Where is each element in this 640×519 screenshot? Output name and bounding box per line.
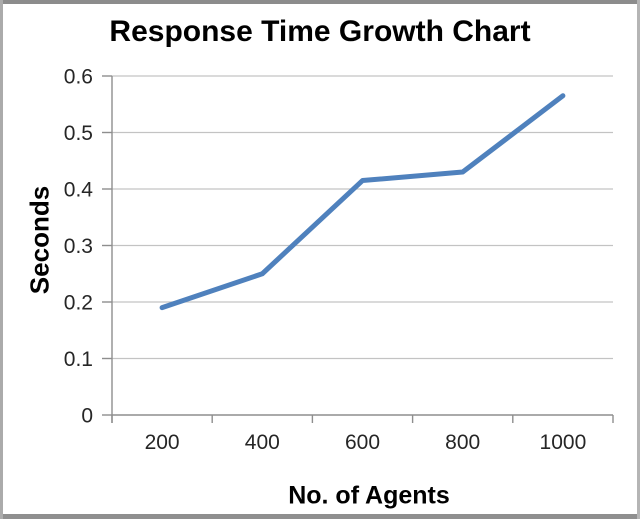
y-tick-label: 0	[81, 405, 93, 428]
y-tick-label: 0.6	[64, 66, 93, 89]
window-border-right	[637, 0, 640, 519]
y-tick-label: 0.5	[64, 122, 93, 145]
x-axis-title: No. of Agents	[288, 481, 450, 510]
response-time-series-line	[159, 93, 566, 311]
y-tick-label: 0.1	[64, 348, 93, 371]
window-border-bottom	[0, 514, 640, 519]
x-tick-label: 1000	[540, 431, 587, 454]
x-tick-label: 800	[445, 431, 480, 454]
x-tick-label: 400	[245, 431, 280, 454]
y-axis-title: Seconds	[24, 185, 55, 295]
x-tick-label: 600	[345, 431, 380, 454]
chart-title: Response Time Growth Chart	[109, 15, 531, 48]
y-tick-label: 0.3	[64, 235, 93, 258]
x-tick-label: 200	[145, 431, 180, 454]
window-border-top	[0, 0, 640, 4]
y-tick-label: 0.4	[64, 179, 94, 202]
y-tick-label: 0.2	[64, 292, 93, 315]
window-border-left	[0, 0, 3, 519]
